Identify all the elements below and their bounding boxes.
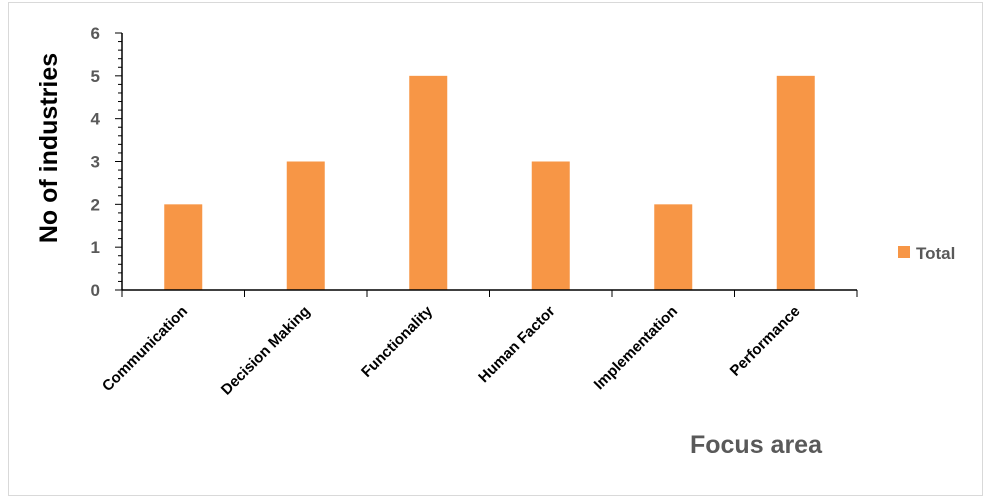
y-tick-label: 2: [91, 195, 100, 214]
x-ticks: [121, 290, 858, 297]
x-tick-label: Communication: [99, 303, 191, 395]
y-tick-label: 1: [91, 238, 100, 257]
y-tick-label: 6: [91, 24, 100, 43]
y-tick-labels: 0 1 2 3 4 5 6: [91, 24, 101, 300]
bar-decision-making: [286, 161, 325, 290]
x-tick-label: Performance: [727, 303, 804, 380]
axes-layer: [121, 33, 857, 291]
bar-performance: [776, 75, 815, 290]
legend-swatch: [898, 246, 910, 258]
x-tick-label: Functionality: [358, 302, 436, 380]
bars-layer: [164, 75, 815, 290]
legend-label-total: Total: [916, 244, 955, 263]
x-tick-label: Human Factor: [475, 303, 558, 386]
y-tick-label: 4: [91, 110, 101, 129]
legend: Total: [898, 244, 955, 263]
bar-implementation: [654, 204, 693, 290]
x-tick-labels: Communication Decision Making Functionalit…: [99, 302, 804, 398]
x-tick-label: Implementation: [591, 303, 681, 393]
y-tick-label: 3: [91, 153, 100, 172]
bar-human-factor: [531, 161, 570, 290]
y-tick-label: 0: [91, 281, 100, 300]
x-tick-label: Decision Making: [218, 303, 314, 399]
bar-functionality: [409, 75, 448, 290]
y-tick-label: 5: [91, 67, 100, 86]
bar-communication: [164, 204, 203, 290]
y-axis-title: No of industries: [35, 53, 63, 243]
x-axis-title: Focus area: [690, 431, 823, 459]
y-ticks: [115, 32, 122, 291]
